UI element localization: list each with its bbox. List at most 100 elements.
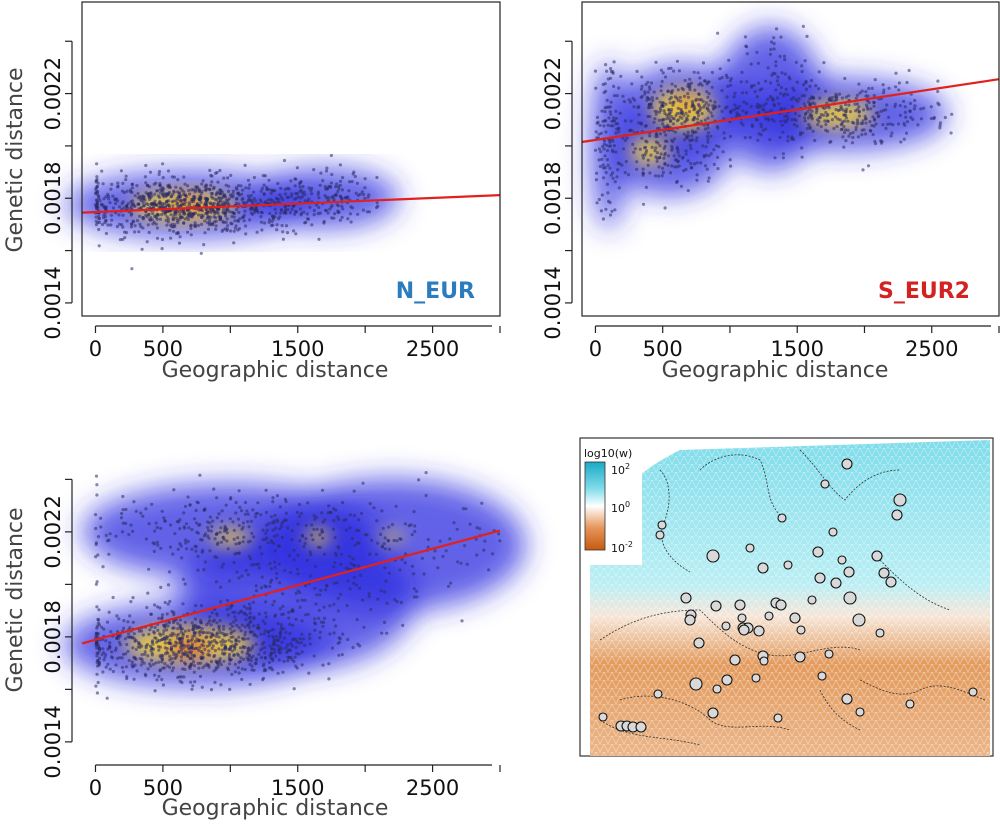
data-point <box>686 130 690 134</box>
sample-site <box>891 509 903 521</box>
data-point <box>298 591 302 595</box>
data-point <box>260 642 265 646</box>
data-point <box>644 149 649 153</box>
data-point <box>635 160 639 164</box>
data-point <box>117 213 121 217</box>
data-point <box>158 200 162 204</box>
data-point <box>243 611 247 615</box>
data-point <box>255 206 259 210</box>
data-point <box>676 88 680 92</box>
data-point <box>109 630 113 634</box>
data-point <box>656 141 660 145</box>
data-point <box>248 682 252 687</box>
data-point <box>224 220 228 224</box>
data-point <box>769 108 773 113</box>
data-point <box>252 190 256 194</box>
data-point <box>246 647 250 651</box>
data-point <box>682 169 686 173</box>
data-point <box>783 72 787 76</box>
data-point <box>183 504 188 508</box>
data-point <box>365 210 369 214</box>
data-point <box>97 227 101 232</box>
data-point <box>784 87 788 91</box>
data-point <box>155 525 159 530</box>
data-point <box>230 630 234 634</box>
data-point <box>804 111 808 115</box>
data-point <box>281 612 285 616</box>
data-point <box>210 524 214 529</box>
data-point <box>922 106 926 110</box>
data-point <box>394 504 398 508</box>
data-point <box>320 511 324 515</box>
data-point <box>227 202 231 206</box>
data-point <box>773 156 777 160</box>
data-point <box>188 215 192 219</box>
data-point <box>688 88 692 92</box>
data-point <box>275 533 279 537</box>
data-point <box>293 184 297 188</box>
data-point <box>595 121 599 125</box>
data-point <box>729 164 733 168</box>
data-point <box>215 209 219 213</box>
data-point <box>758 88 762 92</box>
data-point <box>366 195 370 199</box>
data-point <box>929 105 933 109</box>
data-point <box>282 659 286 664</box>
data-point <box>171 666 176 670</box>
data-point <box>761 107 765 111</box>
data-point <box>676 148 680 152</box>
data-point <box>390 522 394 527</box>
data-point <box>856 135 861 139</box>
data-point <box>227 652 232 656</box>
data-point <box>597 158 601 162</box>
data-point <box>869 107 873 111</box>
data-point <box>98 199 102 203</box>
data-point <box>475 526 479 530</box>
data-point <box>206 214 210 218</box>
data-point <box>283 568 287 572</box>
data-point <box>178 518 182 522</box>
data-point <box>98 656 102 660</box>
data-point <box>94 641 98 645</box>
data-point <box>223 527 227 531</box>
data-point <box>124 174 128 178</box>
data-point <box>301 534 305 539</box>
data-point <box>110 650 114 654</box>
data-point <box>621 147 626 151</box>
data-point <box>848 110 853 114</box>
data-point <box>696 71 700 75</box>
data-point <box>121 213 125 217</box>
data-point <box>246 178 250 182</box>
data-point <box>868 128 872 133</box>
data-point <box>236 218 240 223</box>
data-point <box>422 572 426 576</box>
data-point <box>357 564 361 568</box>
data-point <box>164 635 168 639</box>
data-point <box>804 87 809 91</box>
data-point <box>281 670 285 674</box>
data-point <box>808 84 812 88</box>
data-point <box>193 639 198 644</box>
data-point <box>178 639 182 643</box>
data-point <box>269 191 273 195</box>
data-point <box>756 81 761 85</box>
data-point <box>155 226 159 230</box>
data-point <box>136 191 140 196</box>
data-point <box>157 170 162 174</box>
data-point <box>809 78 814 83</box>
data-point <box>936 101 940 105</box>
data-point <box>161 162 165 166</box>
data-point <box>766 117 770 121</box>
data-point <box>332 581 336 586</box>
data-point <box>175 634 179 638</box>
data-point <box>254 584 258 588</box>
data-point <box>609 124 613 128</box>
data-point <box>854 125 858 129</box>
data-point <box>297 514 302 519</box>
data-point <box>490 552 495 556</box>
data-point <box>95 672 99 676</box>
data-point <box>161 632 165 636</box>
data-point <box>654 146 658 150</box>
data-point <box>242 219 246 223</box>
